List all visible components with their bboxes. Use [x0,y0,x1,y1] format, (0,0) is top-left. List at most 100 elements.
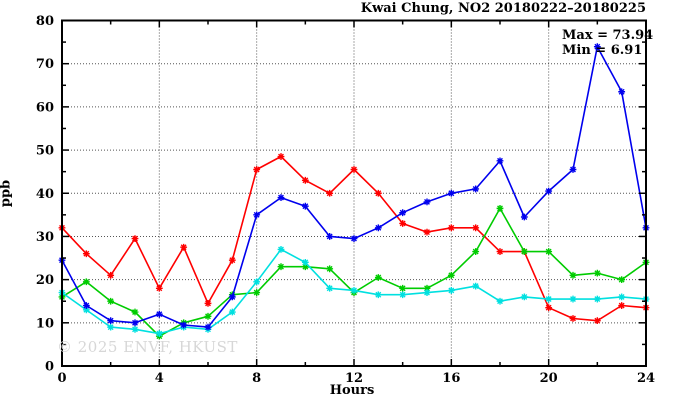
data-point-marker-green [204,312,212,320]
data-point-marker-cyan [520,293,528,301]
data-point-marker-cyan [107,323,115,331]
data-point-marker-cyan [82,306,90,314]
data-point-marker-red [107,271,115,279]
data-point-marker-red [496,248,504,255]
data-point-marker-red [131,235,139,242]
y-tick-label: 10 [36,316,54,331]
data-point-marker-cyan [545,295,553,303]
data-point-marker-blue [423,198,431,206]
data-point-marker-red [253,166,261,173]
x-tick-label: 4 [155,371,164,386]
y-tick-label: 0 [45,360,54,375]
data-point-marker-cyan [301,258,309,266]
data-point-marker-green [131,308,139,316]
data-point-marker-cyan [593,295,601,303]
chart-title: Kwai Chung, NO2 20180222–20180225 [360,1,646,16]
data-point-marker-red [180,243,188,251]
data-point-marker-green [593,269,601,277]
data-point-marker-red [277,153,285,160]
data-point-marker-blue [326,233,334,240]
data-point-marker-red [569,315,577,322]
data-point-marker-cyan [326,284,334,292]
data-point-marker-blue [228,293,236,301]
data-point-marker-green [107,297,115,305]
data-point-marker-blue [447,189,455,197]
data-point-marker-green [423,284,431,292]
data-point-marker-red [350,166,358,173]
data-point-marker-cyan [618,293,626,301]
data-point-marker-blue [350,235,358,242]
y-tick-label: 70 [36,57,54,72]
data-point-marker-cyan [350,287,358,294]
data-point-marker-green [301,263,309,271]
data-point-marker-cyan [399,291,407,299]
data-point-marker-blue [204,323,212,331]
y-tick-label: 50 [36,144,54,159]
data-point-marker-green [277,263,285,271]
data-point-marker-green [618,276,626,284]
x-tick-label: 8 [252,371,261,386]
data-point-marker-green [569,271,577,279]
data-point-marker-red [472,224,480,232]
data-point-marker-cyan [423,289,431,296]
data-point-marker-cyan [228,308,236,316]
data-point-marker-red [82,250,90,258]
x-tick-label: 20 [540,371,558,386]
data-point-marker-blue [496,157,504,165]
data-point-marker-red [204,299,212,307]
y-tick-label: 60 [36,100,54,115]
data-point-marker-red [423,228,431,236]
data-point-marker-green [374,274,382,281]
data-point-marker-cyan [569,295,577,303]
data-point-marker-cyan [131,325,139,333]
data-point-marker-blue [107,317,115,325]
data-point-marker-blue [618,88,626,96]
data-point-marker-cyan [374,291,382,299]
data-point-marker-green [472,248,480,255]
max-min-annotation: Max = 73.94 Min = 6.91 [562,28,653,58]
data-point-marker-green [253,289,261,296]
data-point-marker-cyan [253,278,261,286]
data-point-marker-red [155,284,163,292]
data-point-marker-blue [569,166,577,173]
x-tick-label: 0 [57,371,66,386]
data-point-marker-cyan [472,282,480,290]
data-point-marker-green [399,284,407,292]
y-tick-label: 20 [36,273,54,288]
data-point-marker-green [545,248,553,255]
data-point-marker-red [447,224,455,232]
data-point-marker-blue [155,310,163,318]
data-point-marker-blue [593,43,601,51]
data-point-marker-red [399,220,407,227]
max-annotation: Max = 73.94 [562,28,654,43]
data-point-marker-red [545,304,553,312]
data-point-marker-cyan [277,245,285,253]
data-point-marker-blue [399,209,407,217]
data-point-marker-green [520,248,528,255]
min-annotation: Min = 6.91 [562,43,643,58]
watermark: © 2025 ENVF, HKUST [57,338,238,356]
y-tick-label: 30 [36,230,54,245]
data-point-marker-cyan [496,297,504,305]
data-point-marker-blue [82,302,90,309]
data-point-marker-cyan [447,287,455,294]
x-axis-label: Hours [329,383,375,398]
data-point-marker-blue [253,211,261,219]
x-tick-label: 12 [345,371,363,386]
data-point-marker-red [301,176,309,184]
data-point-marker-green [326,265,334,273]
data-point-marker-red [374,189,382,197]
data-point-marker-green [82,278,90,286]
x-tick-label: 16 [442,371,460,386]
data-point-marker-blue [131,319,139,327]
y-axis-label: ppb [0,179,14,208]
data-point-marker-green [447,271,455,279]
data-point-marker-red [326,189,334,197]
data-point-marker-red [618,302,626,309]
data-point-marker-red [593,317,601,325]
y-tick-label: 40 [36,187,54,202]
data-point-marker-blue [180,321,188,329]
data-point-marker-blue [277,194,285,201]
